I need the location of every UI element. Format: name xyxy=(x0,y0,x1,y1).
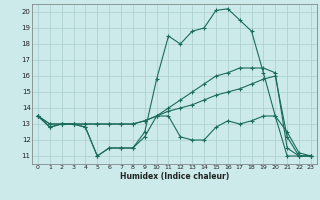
X-axis label: Humidex (Indice chaleur): Humidex (Indice chaleur) xyxy=(120,172,229,181)
